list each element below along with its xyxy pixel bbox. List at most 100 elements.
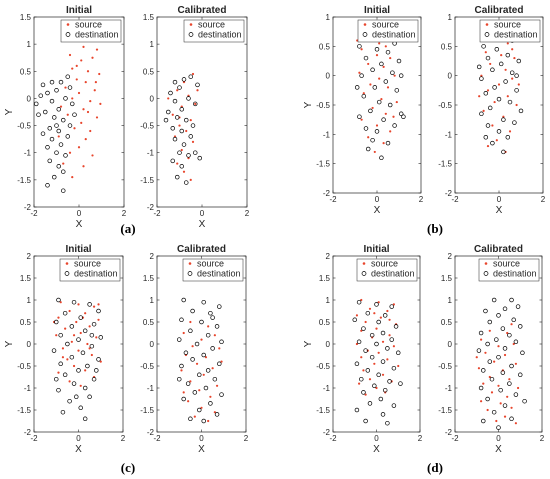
destination-point [498,387,503,393]
destination-point [389,337,394,342]
destination-point [63,96,68,101]
destination-point [487,105,493,111]
destination-point [376,319,381,325]
destination-point [91,321,97,327]
source-point [488,375,491,379]
chart-title: Initial [66,5,92,16]
y-tick-label: 2 [326,252,331,261]
destination-point [496,129,502,134]
plot-frame [332,16,422,194]
y-tick-label: 0.5 [143,67,155,76]
destination-point [186,96,191,101]
source-point [182,331,185,335]
destination-point [363,348,368,353]
destination-point [374,47,380,52]
destination-point [487,319,493,325]
source-point [72,364,76,368]
x-tick-label: -2 [451,195,459,204]
y-tick-label: 1.5 [20,274,32,283]
destination-point [188,416,193,422]
destination-point [62,372,68,378]
y-tick-label: 0.5 [441,42,453,51]
destination-point [368,108,373,114]
source-point [189,380,192,383]
destination-point [512,120,517,125]
source-point [97,318,100,321]
destination-point [507,381,512,386]
y-tick-label: 0 [448,72,453,81]
source-point [194,102,197,105]
y-tick-label: 0.5 [143,318,155,327]
source-point [91,56,94,59]
points-layer [163,72,203,185]
destination-point [476,64,482,70]
chart-title: Calibrated [177,244,226,255]
x-tick-label: -2 [153,434,161,443]
legend-box [59,258,121,282]
source-point [59,105,63,108]
destination-point [60,169,66,174]
legend-destination-marker [64,271,70,276]
source-point [89,100,92,103]
source-point [71,97,74,100]
destination-point [49,98,55,104]
destination-point [69,354,75,360]
source-point [77,91,81,95]
legend-label: destination [493,269,537,279]
legend-destination-marker [188,32,194,37]
destination-point [396,58,402,64]
source-point [388,334,391,337]
y-tick-label: 0 [326,340,331,349]
destination-point [361,390,366,395]
source-point [176,89,179,92]
destination-point [201,352,206,358]
destination-point [491,297,497,303]
destination-point [367,401,373,406]
source-point [182,170,186,173]
destination-point [391,365,397,371]
source-point [207,419,210,423]
source-point [392,303,395,306]
source-point [207,325,210,328]
source-point [86,110,90,114]
destination-point [96,308,101,314]
destination-point [94,368,99,373]
destination-point [383,79,389,84]
source-point [178,124,181,127]
source-point [355,314,359,317]
destination-point [214,324,220,329]
destination-point [359,376,364,382]
y-tick-label: -0.5 [140,362,154,371]
destination-point [379,61,384,67]
destination-point [511,317,516,323]
source-point [80,59,83,62]
destination-point [517,372,523,378]
source-point [362,369,365,372]
caption-c: (c) [121,460,135,475]
destination-point [357,114,362,119]
destination-point [219,339,224,345]
destination-point [190,123,196,128]
destination-point [67,123,73,128]
source-point [189,178,192,181]
destination-point [385,346,390,351]
x-tick-label: 0 [374,434,379,443]
source-point [375,124,379,127]
destination-point [505,52,511,58]
destination-point [496,96,502,102]
y-tick-label: -0.5 [316,362,330,371]
destination-point [507,332,512,338]
destination-point [181,77,187,82]
destination-point [391,403,397,408]
destination-point [361,326,366,331]
plot-frame [332,255,421,433]
source-point [377,301,380,304]
legend-box [60,19,122,43]
source-point [371,106,374,110]
destination-point [494,47,500,52]
destination-point [193,150,198,155]
destination-point [487,359,493,364]
destination-point [352,317,358,323]
destination-point [509,363,514,369]
destination-point [69,101,75,107]
